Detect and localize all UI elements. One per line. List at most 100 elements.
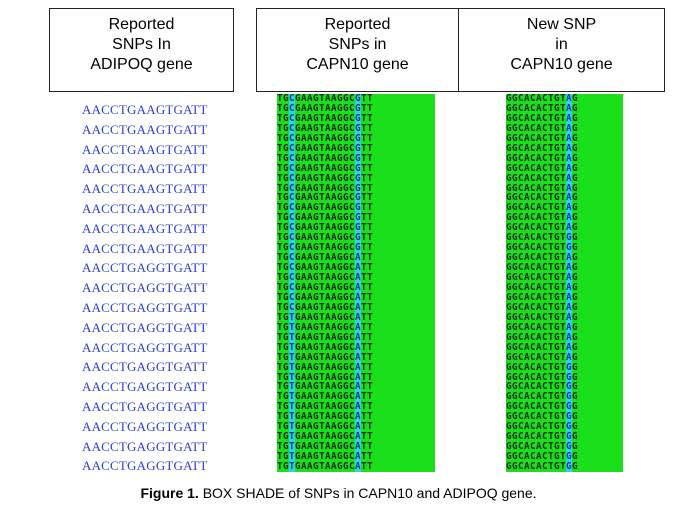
capn10-new-shaded-sequence: GGCACACTGTGG — [506, 402, 578, 413]
capn10-reported-shaded-sequence: TGCGAAGTAAGGCATT — [277, 273, 373, 283]
capn10-reported-header: Reported SNPs in CAPN10 gene — [256, 8, 459, 92]
capn10-reported-shaded-sequence: TGCGAAGTAAGGCGTT — [277, 203, 373, 214]
figure-caption: Figure 1. BOX SHADE of SNPs in CAPN10 an… — [0, 485, 677, 501]
capn10-new-shaded-sequence: GGCACACTGTGG — [506, 372, 578, 383]
adipoq-sequence: AACCTGAAGTGATT — [82, 220, 208, 236]
capn10-new-shaded-sequence: GGCACACTGTAG — [506, 103, 578, 114]
capn10-reported-shaded-sequence: TGTGAAGTAAGGCATT — [277, 422, 373, 433]
figure-label: Figure 1. — [140, 485, 199, 501]
capn10-new-header: New SNP in CAPN10 gene — [459, 8, 665, 92]
capn10-reported-shaded-sequence: TGCGAAGTAAGGCGTT — [277, 153, 373, 164]
capn10-reported-shaded-sequence: TGCGAAGTAAGGCGTT — [277, 193, 373, 204]
capn10-reported-shaded-sequence: TGTGAAGTAAGGCATT — [277, 362, 373, 373]
capn10-reported-shaded-sequence: TGTGAAGTAAGGCATT — [277, 432, 373, 443]
capn10-new-shaded-sequence: GGCACACTGTAG — [506, 113, 578, 124]
capn10-new-shaded-sequence: GGCACACTGTAG — [506, 183, 578, 194]
figure-caption-text: BOX SHADE of SNPs in CAPN10 and ADIPOQ g… — [198, 485, 537, 501]
capn10-reported-shaded-sequence: TGTGAAGTAAGGCATT — [277, 342, 373, 353]
adipoq-sequence: AACCTGAAGTGATT — [82, 121, 208, 137]
capn10-reported-shaded-sequence: TGCGAAGTAAGGCGTT — [277, 183, 373, 194]
capn10-reported-shaded-sequence: TGTGAAGTAAGGCATT — [277, 332, 373, 343]
adipoq-sequence: AACCTGAGGTGATT — [82, 418, 208, 434]
capn10-new-shaded-sequence: GGCACACTGTAG — [506, 253, 578, 264]
capn10-new-shaded-sequence: GGCACACTGTGG — [506, 452, 578, 463]
capn10-reported-box-shade: TGCGAAGTAAGGCGTT TGCGAAGTAAGGCGTT TGCGAAGT… — [277, 94, 435, 472]
capn10-reported-header-line-3: CAPN10 gene — [306, 56, 409, 73]
adipoq-sequence: AACCTGAAGTGATT — [82, 201, 208, 216]
capn10-new-header-line-3: CAPN10 gene — [510, 56, 613, 73]
adipoq-sequence: AACCTGAGGTGATT — [82, 399, 208, 414]
capn10-new-shaded-sequence: GGCACACTGTAG — [506, 273, 578, 283]
capn10-reported-shaded-sequence: TGCGAAGTAAGGCATT — [277, 302, 373, 313]
capn10-new-shaded-sequence: GGCACACTGTGG — [506, 243, 578, 254]
adipoq-panel-header: Reported SNPs In ADIPOQ gene — [49, 8, 234, 92]
capn10-new-shaded-sequence: GGCACACTGTAG — [506, 223, 578, 234]
capn10-reported-shaded-sequence: TGTGAAGTAAGGCATT — [277, 462, 373, 472]
capn10-new-shaded-sequence: GGCACACTGTAG — [506, 263, 578, 274]
adipoq-sequence: AACCTGAGGTGATT — [82, 379, 208, 395]
capn10-new-shaded-sequence: GGCACACTGTAG — [506, 163, 578, 174]
adipoq-header-line-3: ADIPOQ gene — [90, 56, 193, 73]
adipoq-sequence: AACCTGAGGTGATT — [82, 280, 208, 296]
capn10-reported-shaded-sequence: TGCGAAGTAAGGCATT — [277, 292, 373, 303]
capn10-new-shaded-sequence: GGCACACTGTAG — [506, 203, 578, 214]
capn10-reported-shaded-sequence: TGCGAAGTAAGGCGTT — [277, 123, 373, 134]
adipoq-sequence: AACCTGAGGTGATT — [82, 300, 208, 315]
capn10-reported-shaded-sequence: TGCGAAGTAAGGCGTT — [277, 243, 373, 254]
capn10-new-shaded-sequence: GGCACACTGTAG — [506, 133, 578, 144]
capn10-new-header-line-2: in — [555, 36, 568, 53]
capn10-new-shaded-sequence: GGCACACTGTGG — [506, 412, 578, 423]
adipoq-sequence: AACCTGAAGTGATT — [82, 240, 208, 256]
capn10-reported-shaded-sequence: TGCGAAGTAAGGCGTT — [277, 213, 373, 224]
capn10-reported-shaded-sequence: TGTGAAGTAAGGCATT — [277, 322, 373, 333]
capn10-new-shaded-sequence: GGCACACTGTAG — [506, 173, 578, 184]
capn10-reported-shaded-sequence: TGCGAAGTAAGGCGTT — [277, 143, 373, 154]
capn10-reported-shaded-sequence: TGCGAAGTAAGGCATT — [277, 253, 373, 264]
capn10-reported-shaded-sequence: TGTGAAGTAAGGCATT — [277, 392, 373, 403]
adipoq-sequence: AACCTGAAGTGATT — [82, 161, 208, 177]
capn10-new-box-shade: GGCACACTGTAG GGCACACTGTAG GGCACACTGTAG GGCA… — [506, 94, 623, 472]
adipoq-sequence: AACCTGAAGTGATT — [82, 141, 208, 157]
adipoq-header-line-1: Reported — [108, 16, 175, 33]
adipoq-sequence: AACCTGAGGTGATT — [82, 458, 208, 474]
capn10-reported-header-line-1: Reported — [324, 16, 391, 33]
capn10-new-shaded-sequence: GGCACACTGTAG — [506, 332, 578, 343]
adipoq-header-line-2: SNPs In — [112, 36, 171, 53]
capn10-reported-shaded-sequence: TGCGAAGTAAGGCGTT — [277, 163, 373, 174]
capn10-new-shaded-sequence: GGCACACTGTGG — [506, 422, 578, 433]
capn10-new-shaded-sequence: GGCACACTGTAG — [506, 193, 578, 204]
capn10-new-shaded-sequence: GGCACACTGTAG — [506, 153, 578, 164]
capn10-panels: Reported SNPs in CAPN10 gene New SNP in … — [256, 8, 665, 472]
capn10-reported-shaded-sequence: TGCGAAGTAAGGCGTT — [277, 113, 373, 124]
capn10-new-shaded-sequence: GGCACACTGTAG — [506, 213, 578, 224]
capn10-new-shaded-sequence: GGCACACTGTAG — [506, 302, 578, 313]
capn10-reported-header-text: Reported SNPs in CAPN10 gene — [257, 15, 458, 75]
capn10-new-shaded-sequence: GGCACACTGTAG — [506, 143, 578, 154]
capn10-new-header-line-1: New SNP — [526, 16, 597, 33]
capn10-new-shaded-sequence: GGCACACTGTGG — [506, 382, 578, 393]
adipoq-sequence: AACCTGAAGTGATT — [82, 181, 208, 197]
capn10-new-shaded-sequence: GGCACACTGTGG — [506, 442, 578, 453]
capn10-new-shaded-sequence: GGCACACTGTAG — [506, 94, 578, 104]
adipoq-panel: Reported SNPs In ADIPOQ gene AACCTGAAGTG… — [49, 8, 234, 474]
adipoq-sequence: AACCTGAGGTGATT — [82, 319, 208, 335]
adipoq-sequence: AACCTGAGGTGATT — [82, 438, 208, 454]
capn10-new-shaded-sequence: GGCACACTGTAG — [506, 283, 578, 293]
capn10-reported-shaded-sequence: TGTGAAGTAAGGCATT — [277, 352, 373, 363]
capn10-reported-shaded-sequence: TGCGAAGTAAGGCGTT — [277, 233, 373, 244]
capn10-reported-shaded-sequence: TGTGAAGTAAGGCATT — [277, 372, 373, 383]
capn10-new-shaded-sequence: GGCACACTGTAG — [506, 292, 578, 303]
capn10-reported-shaded-sequence: TGCGAAGTAAGGCGTT — [277, 103, 373, 114]
adipoq-sequence: AACCTGAAGTGATT — [82, 102, 208, 117]
capn10-reported-shaded-sequence: TGCGAAGTAAGGCGTT — [277, 173, 373, 184]
capn10-reported-shaded-sequence: TGTGAAGTAAGGCATT — [277, 402, 373, 413]
capn10-reported-shaded-sequence: TGTGAAGTAAGGCATT — [277, 412, 373, 423]
capn10-reported-shaded-sequence: TGCGAAGTAAGGCGTT — [277, 94, 373, 104]
adipoq-sequence: AACCTGAGGTGATT — [82, 359, 208, 375]
capn10-new-shaded-sequence: GGCACACTGTGG — [506, 362, 578, 373]
adipoq-sequence: AACCTGAGGTGATT — [82, 260, 208, 276]
adipoq-header-text: Reported SNPs In ADIPOQ gene — [50, 15, 233, 75]
capn10-new-shaded-sequence: GGCACACTGTGG — [506, 462, 578, 472]
capn10-new-shaded-sequence: GGCACACTGTAG — [506, 312, 578, 323]
capn10-reported-shaded-sequence: TGCGAAGTAAGGCGTT — [277, 223, 373, 234]
